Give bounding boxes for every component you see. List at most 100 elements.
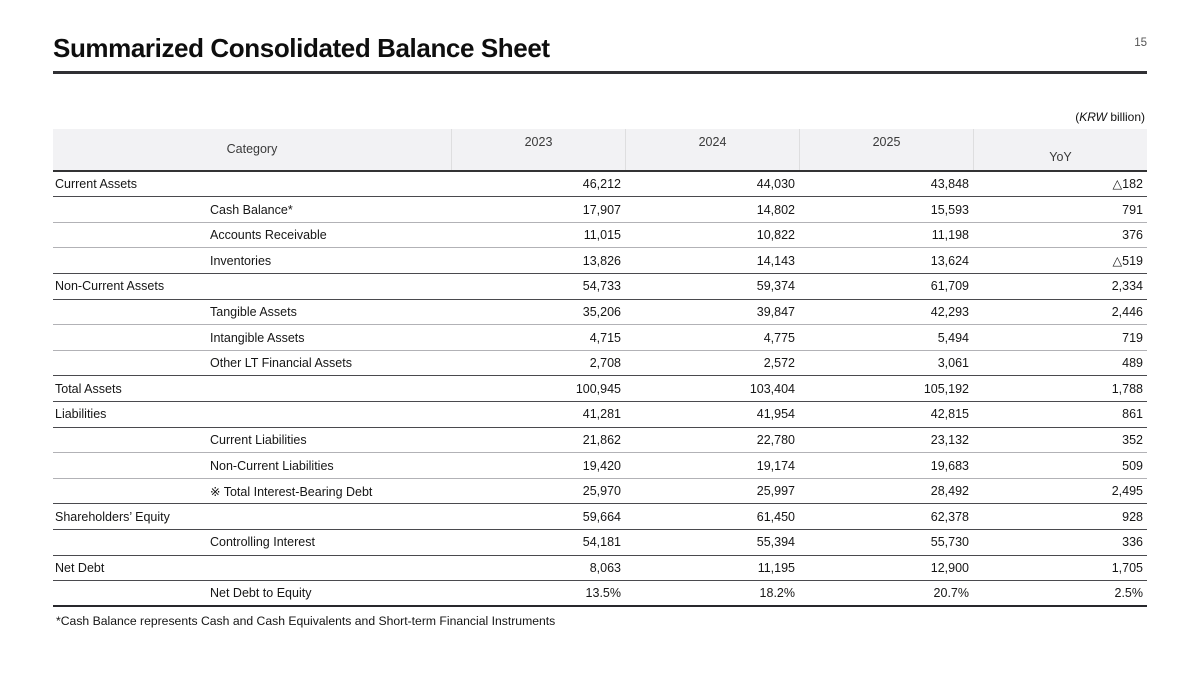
cell-2025: 3,061	[937, 356, 969, 371]
cell-2023: 11,015	[583, 228, 621, 243]
cell-2023: 41,281	[582, 407, 621, 422]
cell-2025: 13,624	[930, 253, 969, 268]
cell-2023: 8,063	[589, 560, 621, 575]
cell-yoy: 2.5%	[1114, 585, 1144, 600]
row-label: Other LT Financial Assets	[210, 356, 352, 371]
cell-2024: 10,822	[756, 228, 795, 243]
cell-2024: 18.2%	[759, 585, 795, 600]
page-number: 15	[1134, 37, 1147, 49]
cell-2024: 39,847	[756, 304, 795, 319]
cell-yoy: 928	[1122, 509, 1143, 524]
table-row: Shareholders’ Equity 59,664 61,450 62,37…	[53, 504, 1147, 530]
unit-note-prefix: (	[1075, 109, 1080, 124]
cell-2024: 41,954	[756, 407, 795, 422]
cell-2023: 13,826	[582, 253, 621, 268]
row-label: Non-Current Liabilities	[210, 458, 334, 473]
cell-yoy: 509	[1122, 458, 1143, 473]
cell-2023: 35,206	[582, 304, 621, 319]
column-header-yoy: YoY	[973, 128, 1147, 170]
cell-yoy: 791	[1122, 202, 1143, 217]
page-title: Summarized Consolidated Balance Sheet	[53, 33, 550, 63]
cell-2025: 5,494	[937, 330, 969, 345]
table-row: Net Debt to Equity 13.5% 18.2% 20.7% 2.5…	[53, 581, 1147, 607]
cell-2024: 61,450	[756, 509, 795, 524]
cell-2024: 22,780	[756, 432, 795, 447]
cell-yoy: 352	[1122, 432, 1143, 447]
table-row: Inventories 13,826 14,143 13,624 △519	[53, 248, 1147, 275]
cell-2024: 59,374	[756, 279, 795, 294]
cell-2024: 19,174	[756, 458, 795, 473]
cell-2023: 2,708	[589, 356, 621, 371]
cell-yoy: 1,788	[1111, 381, 1143, 396]
cell-2023: 19,420	[582, 458, 621, 473]
cell-2023: 17,907	[582, 202, 621, 217]
row-label: Tangible Assets	[210, 304, 297, 319]
row-label: Cash Balance*	[210, 202, 293, 217]
cell-2025: 55,730	[930, 535, 969, 550]
cell-yoy: 1,705	[1111, 560, 1143, 575]
cell-2025: 11,198	[931, 228, 969, 243]
row-label: Intangible Assets	[210, 330, 305, 345]
cell-yoy: △519	[1112, 254, 1143, 269]
row-label: Controlling Interest	[210, 535, 315, 550]
column-header-2024: 2024	[625, 128, 799, 170]
table-row: Non-Current Assets 54,733 59,374 61,709 …	[53, 274, 1147, 300]
footnote: *Cash Balance represents Cash and Cash E…	[56, 613, 556, 628]
table-row: Non-Current Liabilities 19,420 19,174 19…	[53, 453, 1147, 479]
cell-2024: 11,195	[757, 560, 795, 575]
cell-2024: 55,394	[756, 535, 795, 550]
column-header-2025: 2025	[799, 128, 973, 170]
cell-2024: 4,775	[763, 330, 795, 345]
table-row: Current Assets 46,212 44,030 43,848 △182	[53, 172, 1147, 198]
row-label: Liabilities	[55, 407, 107, 422]
cell-2024: 103,404	[749, 381, 795, 396]
cell-yoy: 2,334	[1111, 279, 1143, 294]
row-label: Net Debt to Equity	[210, 585, 312, 600]
cell-2023: 54,733	[582, 279, 621, 294]
table-body: Current Assets 46,212 44,030 43,848 △182…	[53, 172, 1147, 607]
row-label: Current Assets	[55, 176, 137, 191]
title-row: Summarized Consolidated Balance Sheet 15	[53, 33, 1147, 64]
table-row: Controlling Interest 54,181 55,394 55,73…	[53, 530, 1147, 556]
cell-2025: 15,593	[930, 202, 969, 217]
unit-note-suffix: billion)	[1106, 109, 1145, 124]
title-underline	[53, 70, 1147, 74]
table-header: Category 2023 2024 2025 YoY	[53, 128, 1147, 172]
row-label: Total Assets	[55, 381, 122, 396]
cell-2023: 21,862	[582, 432, 621, 447]
cell-yoy: 2,495	[1111, 484, 1143, 499]
cell-2025: 105,192	[923, 381, 969, 396]
cell-2025: 12,900	[930, 560, 969, 575]
cell-2025: 61,709	[930, 279, 969, 294]
table-row: Tangible Assets 35,206 39,847 42,293 2,4…	[53, 300, 1147, 326]
table-row: Net Debt 8,063 11,195 12,900 1,705	[53, 556, 1147, 582]
cell-yoy: 376	[1122, 228, 1143, 243]
cell-2024: 25,997	[756, 484, 795, 499]
cell-2023: 25,970	[582, 484, 621, 499]
row-label: Current Liabilities	[210, 432, 307, 447]
cell-2023: 46,212	[582, 176, 621, 191]
cell-2025: 43,848	[930, 176, 969, 191]
table-row: ※ Total Interest-Bearing Debt 25,970 25,…	[53, 479, 1147, 505]
cell-2025: 42,293	[930, 304, 969, 319]
cell-2023: 4,715	[589, 330, 621, 345]
cell-2023: 59,664	[582, 509, 621, 524]
row-label: Non-Current Assets	[55, 279, 165, 294]
table-row: Other LT Financial Assets 2,708 2,572 3,…	[53, 351, 1147, 377]
cell-yoy: 861	[1122, 407, 1143, 422]
row-label: Net Debt	[55, 560, 105, 575]
cell-yoy: △182	[1112, 177, 1143, 192]
column-header-category: Category	[226, 142, 278, 157]
cell-yoy: 2,446	[1111, 304, 1143, 319]
cell-2024: 14,143	[756, 253, 795, 268]
table-row: Liabilities 41,281 41,954 42,815 861	[53, 402, 1147, 428]
cell-2025: 20.7%	[933, 585, 969, 600]
row-label: Accounts Receivable	[210, 228, 327, 243]
table-row: Accounts Receivable 11,015 10,822 11,198…	[53, 223, 1147, 249]
table-row: Current Liabilities 21,862 22,780 23,132…	[53, 428, 1147, 454]
unit-note: (KRW billion)	[53, 110, 1145, 124]
cell-2024: 14,802	[756, 202, 795, 217]
cell-2024: 2,572	[763, 356, 795, 371]
table-row: Cash Balance* 17,907 14,802 15,593 791	[53, 197, 1147, 223]
